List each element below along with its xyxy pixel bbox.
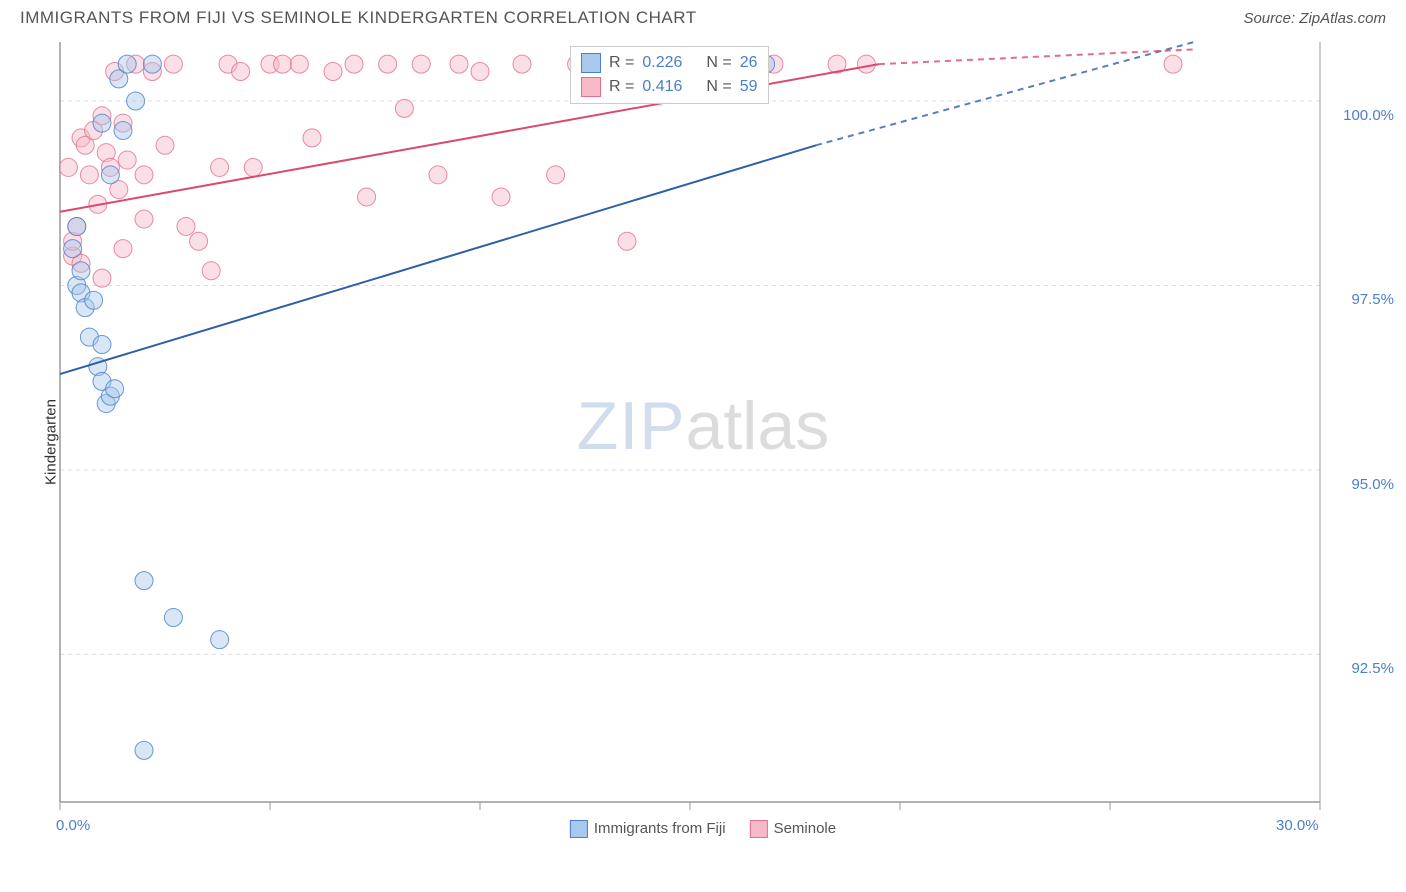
stat-n-label: N = bbox=[706, 78, 731, 96]
legend-label: Immigrants from Fiji bbox=[594, 820, 726, 837]
legend-item-seminole: Seminole bbox=[750, 820, 837, 838]
legend-swatch-icon bbox=[581, 53, 601, 73]
x-tick-label: 30.0% bbox=[1276, 817, 1319, 834]
legend-item-fiji: Immigrants from Fiji bbox=[570, 820, 726, 838]
legend-swatch-icon bbox=[581, 77, 601, 97]
stat-n-value: 26 bbox=[740, 54, 758, 72]
stats-row-seminole: R = 0.416 N = 59 bbox=[581, 75, 758, 99]
scatter-chart bbox=[0, 32, 1406, 852]
stat-r-value: 0.416 bbox=[642, 78, 682, 96]
stat-r-label: R = bbox=[609, 54, 634, 72]
chart-title: IMMIGRANTS FROM FIJI VS SEMINOLE KINDERG… bbox=[20, 8, 697, 28]
chart-source: Source: ZipAtlas.com bbox=[1243, 10, 1386, 27]
stats-row-fiji: R = 0.226 N = 26 bbox=[581, 51, 758, 75]
chart-container: Kindergarten ZIPatlas R =0.226N =26R =0.… bbox=[0, 32, 1406, 852]
legend-swatch-icon bbox=[750, 820, 768, 838]
stats-legend-box: R = 0.226 N = 26 R = 0.416 N = 59 bbox=[570, 46, 769, 104]
stat-n-value: 59 bbox=[740, 78, 758, 96]
y-tick-label: 97.5% bbox=[1351, 291, 1394, 308]
y-tick-label: 100.0% bbox=[1343, 107, 1394, 124]
stat-r-label: R = bbox=[609, 78, 634, 96]
chart-header: IMMIGRANTS FROM FIJI VS SEMINOLE KINDERG… bbox=[0, 0, 1406, 32]
legend-swatch-icon bbox=[570, 820, 588, 838]
bottom-legend: Immigrants from Fiji Seminole bbox=[570, 820, 836, 838]
stat-r-value: 0.226 bbox=[642, 54, 682, 72]
stat-n-label: N = bbox=[706, 54, 731, 72]
y-tick-label: 95.0% bbox=[1351, 476, 1394, 493]
y-tick-label: 92.5% bbox=[1351, 660, 1394, 677]
x-tick-label: 0.0% bbox=[56, 817, 90, 834]
legend-label: Seminole bbox=[774, 820, 837, 837]
